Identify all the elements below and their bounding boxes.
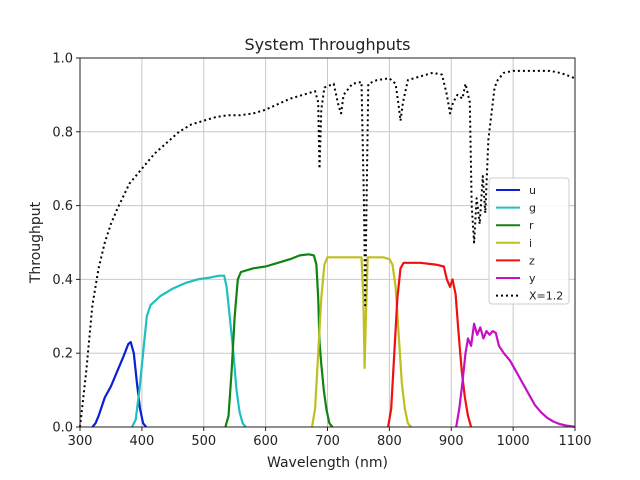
x-tick-label: 400 (129, 434, 154, 449)
legend-label: X=1.2 (529, 290, 563, 303)
x-tick-label: 800 (377, 434, 402, 449)
x-tick-label: 300 (68, 434, 93, 449)
y-tick-label: 0.8 (52, 125, 73, 140)
legend-label: z (529, 254, 535, 267)
y-tick-label: 1.0 (52, 52, 73, 67)
series-line-g (131, 274, 247, 428)
y-tick-label: 0.0 (52, 421, 73, 436)
series-line-i (310, 256, 412, 428)
series-line-y (455, 322, 576, 429)
series-group (79, 69, 576, 429)
x-tick-label: 600 (253, 434, 278, 449)
legend-label: r (529, 219, 534, 232)
x-tick-label: 700 (315, 434, 340, 449)
y-tick-label: 0.6 (52, 199, 73, 214)
y-axis-label: Throughput (28, 201, 44, 284)
legend-box (488, 177, 570, 305)
legend-label: y (529, 272, 536, 285)
x-tick-label: 500 (191, 434, 216, 449)
legend-label: g (529, 202, 536, 215)
x-tick-label: 900 (439, 434, 464, 449)
y-tick-label: 0.2 (52, 347, 73, 362)
x-tick-label: 1100 (558, 434, 591, 449)
chart-title: System Throughputs (244, 35, 410, 54)
legend-label: i (529, 237, 532, 250)
series-line-r (224, 253, 334, 428)
legend-label: u (529, 184, 536, 197)
series-line-x-1-2 (79, 69, 576, 428)
y-tick-label: 0.4 (52, 273, 73, 288)
x-tick-label: 1000 (497, 434, 530, 449)
series-line-u (91, 341, 148, 428)
x-axis-label: Wavelength (nm) (267, 455, 388, 471)
ticks: 300 400 500 600 700 800 900 1000 1100 0.0 0.2 0.4 0.… (52, 52, 591, 450)
